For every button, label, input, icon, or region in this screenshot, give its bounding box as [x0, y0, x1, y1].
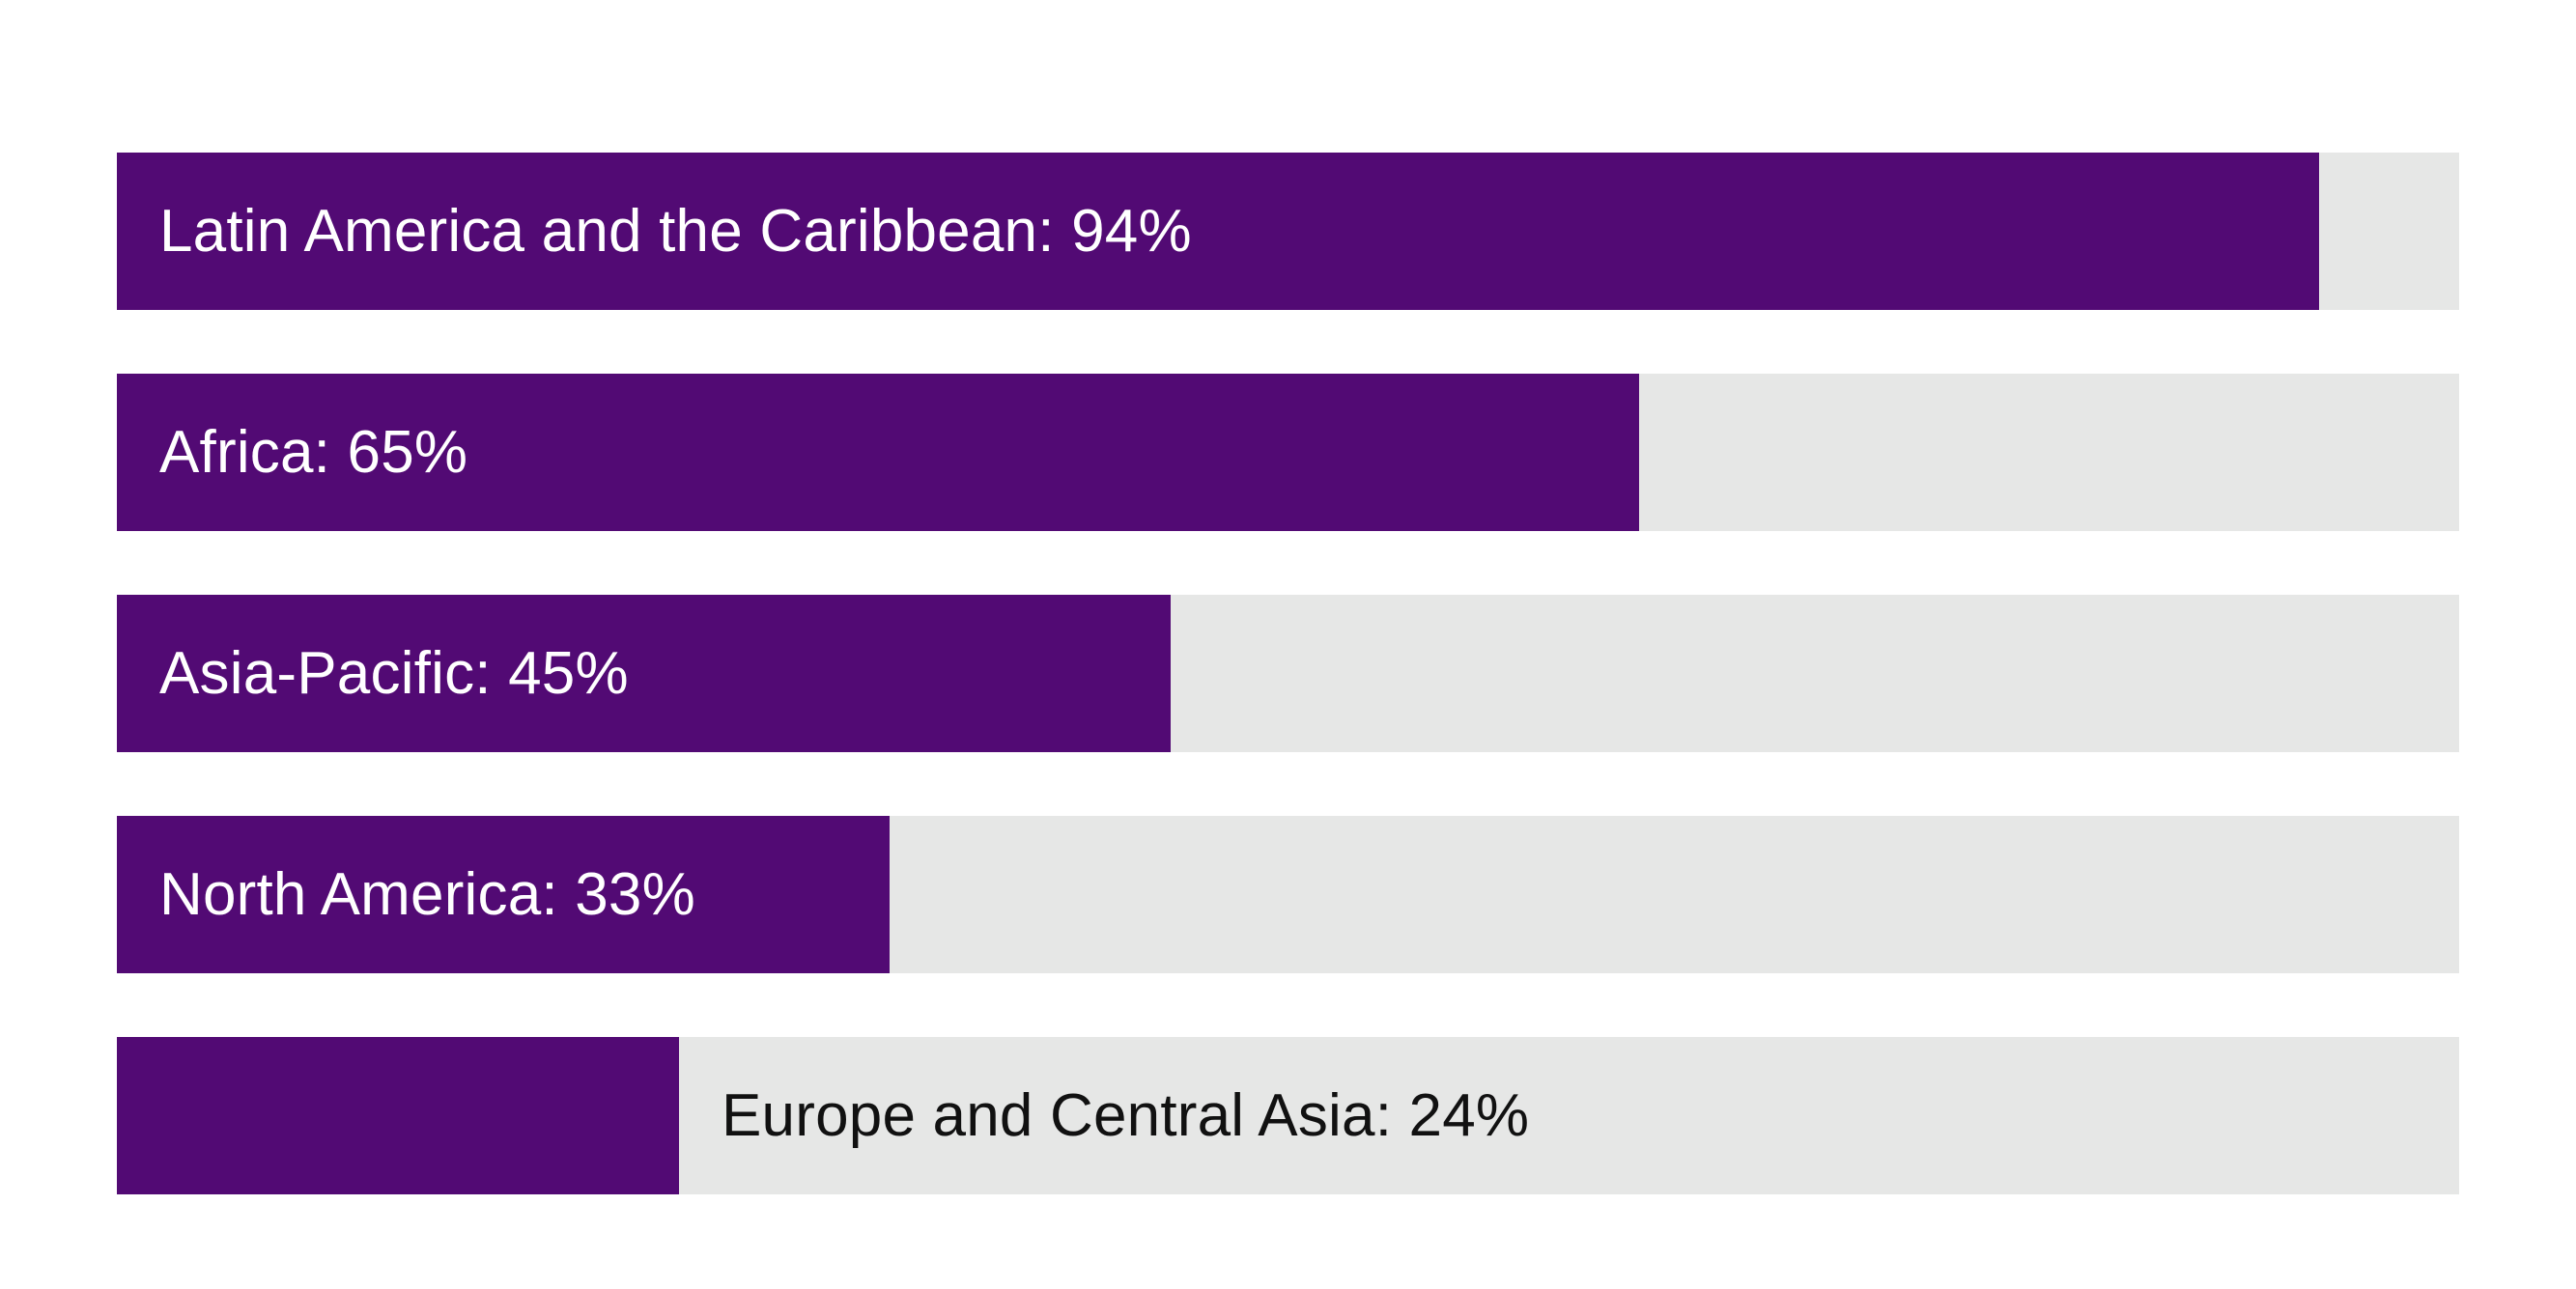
bar	[117, 595, 1171, 752]
bar-label: Asia-Pacific: 45%	[159, 640, 629, 707]
bar-track: Asia-Pacific: 45%	[117, 595, 2459, 752]
bar-label: Latin America and the Caribbean: 94%	[159, 198, 1192, 265]
bar	[117, 816, 890, 973]
bar-label: North America: 33%	[159, 861, 695, 928]
bar	[117, 153, 2319, 310]
bar-track: Africa: 65%	[117, 374, 2459, 531]
bar-track: Latin America and the Caribbean: 94%	[117, 153, 2459, 310]
bar	[117, 1037, 679, 1194]
bar-label: Europe and Central Asia: 24%	[722, 1082, 1530, 1149]
bar-label: Africa: 65%	[159, 419, 468, 486]
bar-track: North America: 33%	[117, 816, 2459, 973]
bar-track: Europe and Central Asia: 24%	[117, 1037, 2459, 1194]
bar	[117, 374, 1639, 531]
